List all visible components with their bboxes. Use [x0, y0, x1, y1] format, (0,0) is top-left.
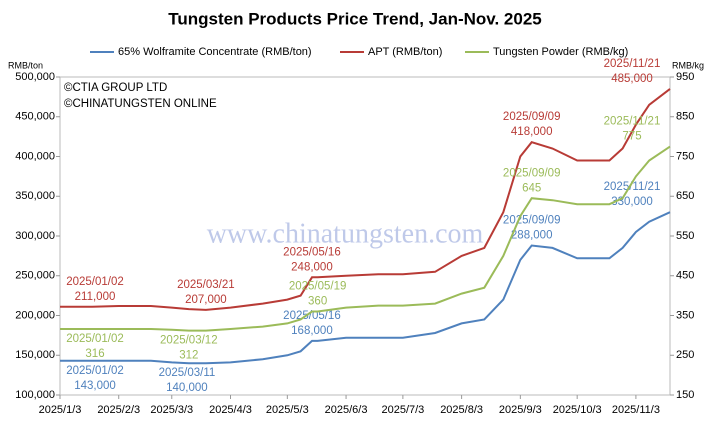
copyright: ©CHINATUNGSTEN ONLINE — [64, 98, 217, 110]
x-tick-label: 2025/8/3 — [440, 404, 483, 416]
annotation-date: 2025/03/11 — [159, 367, 216, 379]
y-tick-label: 100,000 — [15, 389, 55, 401]
annotation-date: 2025/05/19 — [289, 281, 347, 293]
y2-axis-label: RMB/kg — [672, 60, 704, 70]
annotation-date: 2025/09/09 — [503, 215, 561, 227]
chart-title: Tungsten Products Price Trend, Jan-Nov. … — [168, 9, 541, 28]
annotation-value: 207,000 — [185, 294, 227, 306]
copyright: ©CTIA GROUP LTD — [64, 82, 167, 94]
y2-tick-label: 950 — [676, 71, 694, 83]
y-tick-label: 500,000 — [15, 71, 55, 83]
y2-tick-label: 450 — [676, 270, 694, 282]
annotation-date: 2025/01/02 — [66, 333, 124, 345]
y2-tick-label: 750 — [676, 150, 694, 162]
line-series — [60, 88, 671, 311]
x-tick-label: 2025/10/3 — [553, 404, 602, 416]
y2-tick-label: 650 — [676, 190, 694, 202]
annotation-value: 312 — [179, 350, 198, 362]
annotation-date: 2025/03/21 — [177, 279, 235, 291]
y-tick-label: 350,000 — [15, 190, 55, 202]
annotation-value: 316 — [85, 348, 104, 360]
annotation-value: 288,000 — [511, 230, 553, 242]
annotation-date: 2025/01/02 — [66, 365, 124, 377]
watermark: www.chinatungsten.com — [207, 218, 484, 249]
annotation-value: 775 — [622, 131, 641, 143]
annotation-date: 2025/09/09 — [503, 167, 561, 179]
annotation-value: 360 — [308, 296, 327, 308]
y2-tick-label: 250 — [676, 349, 694, 361]
y2-tick-label: 550 — [676, 230, 694, 242]
y2-tick-label: 150 — [676, 389, 694, 401]
y-axis-label: RMB/ton — [8, 60, 43, 70]
y-tick-label: 200,000 — [15, 309, 55, 321]
x-tick-label: 2025/11/3 — [612, 404, 660, 416]
annotation-value: 143,000 — [74, 380, 116, 392]
y2-tick-label: 850 — [676, 111, 694, 123]
y-tick-label: 400,000 — [15, 150, 55, 162]
x-tick-label: 2025/3/3 — [150, 404, 193, 416]
annotation-date: 2025/05/16 — [283, 246, 341, 258]
legend-label: 65% Wolframite Concentrate (RMB/ton) — [118, 46, 312, 58]
annotation-date: 2025/11/21 — [604, 116, 661, 128]
y-tick-label: 300,000 — [15, 230, 55, 242]
line-series — [60, 145, 671, 332]
legend-label: APT (RMB/ton) — [368, 46, 442, 58]
x-tick-label: 2025/9/3 — [499, 404, 542, 416]
annotation-date: 2025/09/09 — [503, 111, 561, 123]
annotation-value: 168,000 — [291, 325, 333, 337]
annotation-value: 211,000 — [75, 291, 116, 303]
annotation-value: 645 — [522, 182, 541, 194]
annotation-date: 2025/03/12 — [160, 335, 218, 347]
y-tick-label: 250,000 — [15, 270, 55, 282]
x-tick-label: 2025/1/3 — [39, 404, 82, 416]
annotation-date: 2025/01/02 — [66, 276, 124, 288]
y-tick-label: 150,000 — [15, 349, 55, 361]
x-tick-label: 2025/2/3 — [97, 404, 140, 416]
annotation-date: 2025/05/16 — [283, 310, 341, 322]
annotation-value: 418,000 — [511, 126, 553, 138]
annotation-value: 140,000 — [166, 382, 208, 394]
y-tick-label: 450,000 — [15, 111, 55, 123]
line-series — [60, 211, 671, 365]
legend-label: Tungsten Powder (RMB/kg) — [493, 46, 628, 58]
annotation-value: 485,000 — [611, 73, 653, 85]
x-tick-label: 2025/7/3 — [381, 404, 424, 416]
x-tick-label: 2025/6/3 — [325, 404, 368, 416]
annotation-date: 2025/11/21 — [604, 181, 661, 193]
annotation-value: 330,000 — [611, 196, 653, 208]
y2-tick-label: 350 — [676, 309, 694, 321]
x-tick-label: 2025/5/3 — [266, 404, 309, 416]
x-tick-label: 2025/4/3 — [209, 404, 252, 416]
annotation-value: 248,000 — [291, 261, 333, 273]
annotation-date: 2025/11/21 — [604, 58, 661, 70]
